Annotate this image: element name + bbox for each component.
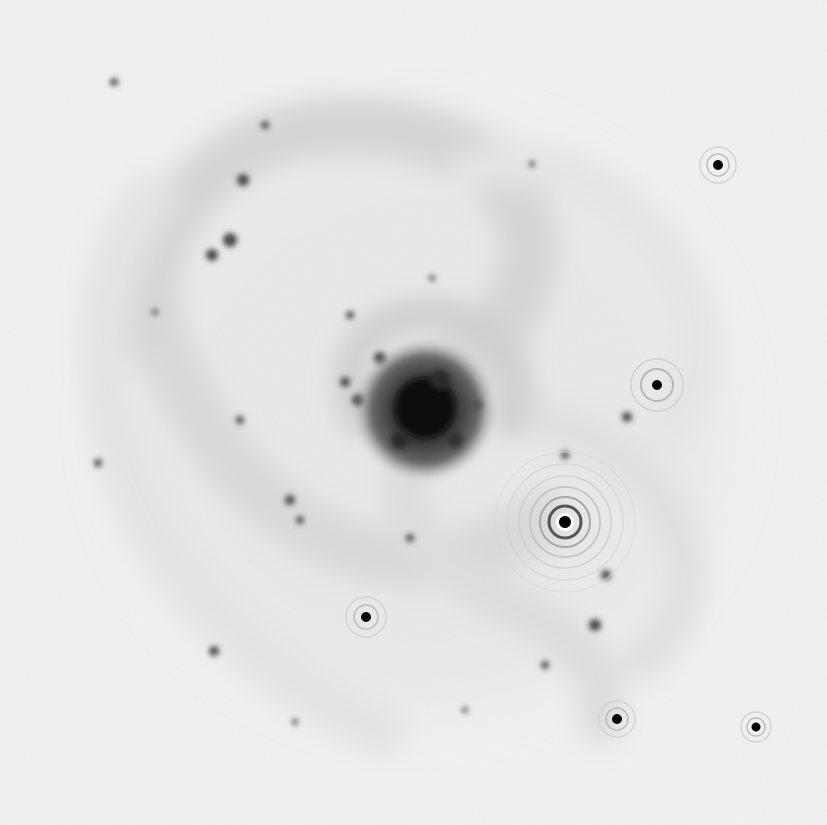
star	[345, 596, 387, 638]
knot	[223, 233, 237, 247]
knot	[285, 495, 295, 505]
star	[598, 700, 636, 738]
knot	[292, 719, 298, 725]
star	[699, 146, 737, 184]
knot	[236, 416, 244, 424]
spiral-arm-lower	[381, 407, 625, 743]
spiral-arm-upper	[120, 96, 559, 420]
knot	[541, 661, 549, 669]
knot	[296, 516, 304, 524]
star	[740, 711, 772, 743]
knot	[561, 451, 569, 459]
knot	[622, 412, 632, 422]
knot	[346, 311, 354, 319]
star-bright	[494, 451, 636, 593]
spiral-arm-inner	[333, 297, 534, 437]
knot	[261, 121, 269, 129]
knot	[406, 534, 414, 542]
spiral-arm-top-right	[450, 145, 718, 450]
knot	[209, 646, 219, 656]
spiral-arm-outer-left	[80, 175, 405, 755]
knot	[110, 78, 118, 86]
star	[630, 358, 684, 412]
knot	[206, 249, 218, 261]
knot	[152, 309, 158, 315]
knot	[529, 161, 535, 167]
knot	[462, 707, 468, 713]
spiral-arms	[80, 96, 718, 755]
knot	[237, 174, 249, 186]
knot	[589, 619, 601, 631]
knot	[94, 459, 102, 467]
knot	[340, 377, 350, 387]
foreground-stars	[345, 146, 772, 743]
galaxy-core	[353, 338, 497, 482]
knot	[429, 275, 435, 281]
spiral-arm-left	[141, 331, 569, 589]
